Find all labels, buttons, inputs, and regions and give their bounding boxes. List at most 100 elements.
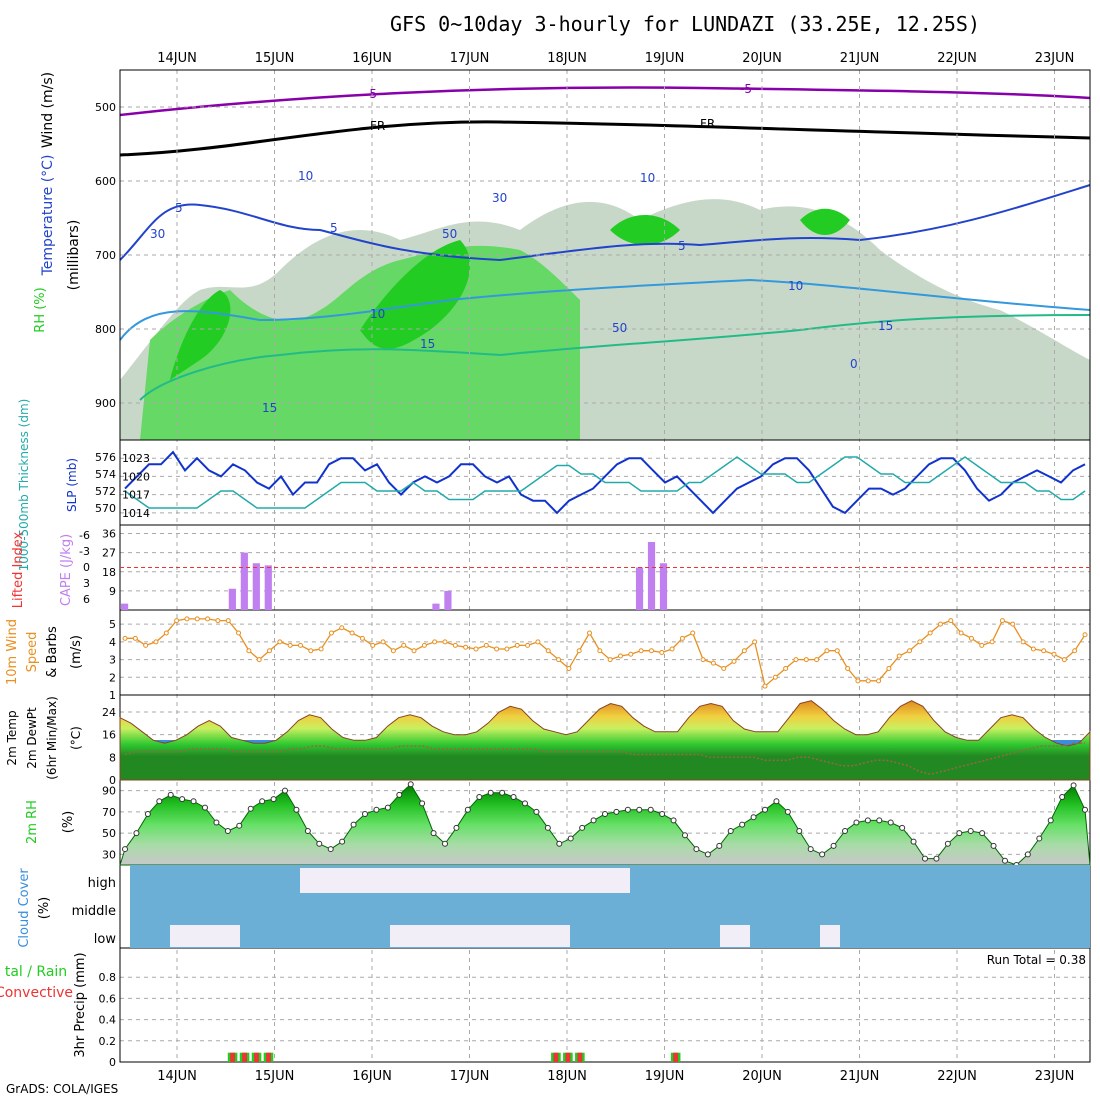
cape-bar (264, 565, 272, 610)
rh-tick: 70 (102, 806, 116, 819)
rh-point (1047, 817, 1054, 824)
date-label-top: 22JUN (937, 51, 977, 66)
wind-speed-point (917, 639, 923, 645)
rh-point (213, 819, 220, 826)
contour-label: 10 (640, 171, 655, 185)
precip-convective-bar (553, 1052, 559, 1062)
temp-ylabel-a: 2m Temp (5, 710, 19, 765)
wind-speed-point (865, 678, 871, 684)
date-label-top: 23JUN (1035, 51, 1075, 66)
chart-marks (119, 450, 1091, 1062)
wind-speed-point (1030, 646, 1036, 652)
wind-speed-point (607, 657, 613, 663)
wind-speed-point (886, 665, 892, 671)
cloud-level-label: low (94, 932, 117, 947)
date-label-bottom: 16JUN (352, 1069, 392, 1084)
wind-speed-point (803, 657, 809, 663)
wind-speed-point (236, 630, 242, 636)
wind-speed-point (721, 665, 727, 671)
precip-ylabel-b: Convective (0, 985, 73, 1001)
wind-speed-point (979, 642, 985, 648)
wind-speed-point (143, 642, 149, 648)
wind-speed-point (215, 618, 221, 624)
rh-point (864, 817, 871, 824)
cloud-shade (390, 925, 570, 947)
li-tick: 3 (83, 577, 90, 590)
precip-tick: 0 (109, 1056, 116, 1069)
temp-ylabel-b: 2m DewPt (25, 707, 39, 769)
wind-speed-point (907, 648, 913, 654)
rh-point (1036, 835, 1043, 842)
wind-tick: 1 (109, 689, 116, 702)
wind-speed-point (122, 635, 128, 641)
rh-point (1002, 857, 1008, 864)
contour-label: 15 (262, 401, 277, 415)
contour-label: 5 (175, 201, 183, 215)
rh-point (304, 828, 311, 834)
cape-bar (432, 603, 440, 610)
pressure-tick: 500 (95, 101, 116, 114)
precip-convective-bar (577, 1052, 583, 1062)
rh-point (773, 798, 780, 805)
thickness-tick: 570 (95, 502, 116, 515)
li-tick: -3 (79, 545, 90, 558)
dewpoint-line (124, 742, 1085, 776)
wind-tick: 2 (109, 671, 116, 684)
rh-point (464, 806, 471, 813)
slp-tick: 1014 (122, 507, 150, 520)
rh-point (476, 794, 483, 800)
wind-speed-point (545, 648, 551, 654)
wind-speed-point (731, 658, 737, 664)
wind-speed-point (710, 660, 716, 666)
precip-convective-bar (565, 1052, 571, 1062)
wind-speed-point (411, 648, 417, 654)
date-label-top: 18JUN (547, 51, 587, 66)
wind-speed-point (690, 630, 696, 636)
date-label-top: 21JUN (840, 51, 880, 66)
contour-label: 15 (420, 337, 435, 351)
contour-label: FR (700, 117, 715, 131)
wind-speed-point (421, 642, 427, 648)
cape-bar (659, 563, 668, 610)
slp-ylabel-left: 1000-500mb Thickness (dm) (17, 399, 31, 572)
wind-speed-point (669, 646, 675, 652)
wind-speed-point (194, 616, 200, 622)
rh-point (819, 851, 826, 858)
rh-point (1070, 782, 1077, 789)
wind-speed-point (225, 618, 231, 624)
wind-speed-point (390, 648, 396, 654)
rh-point (556, 840, 563, 847)
wind-speed-point (494, 646, 500, 652)
wind-ylabel-c: & Barbs (45, 626, 60, 678)
slp-tick: 1017 (122, 489, 150, 502)
rh-point (282, 787, 288, 794)
wind-speed-point (297, 642, 303, 648)
wind-speed-point (463, 644, 469, 650)
rh-tick: 30 (102, 848, 116, 861)
rh-point (179, 796, 186, 803)
rh-point (784, 808, 791, 815)
wind-speed-point (339, 625, 345, 631)
wind-speed-point (1020, 639, 1026, 645)
rh-point (350, 821, 357, 828)
precip-ylabel-a: tal / Rain (5, 964, 67, 980)
date-label-bottom: 23JUN (1035, 1069, 1075, 1084)
wind-speed-point (328, 630, 334, 636)
rh-point (167, 791, 174, 798)
wind-speed-point (679, 635, 685, 641)
temp-tick: 0 (109, 774, 116, 787)
wind-speed-point (473, 646, 479, 652)
date-label-top: 19JUN (645, 51, 685, 66)
precip-convective-bar (266, 1052, 271, 1062)
rh-point (990, 842, 997, 849)
wind-speed-point (308, 648, 314, 654)
cape-tick: 36 (102, 528, 116, 541)
temp-ylabel-c: (6hr Min/Max) (45, 696, 59, 780)
temp-tick: 24 (102, 706, 116, 719)
rh-point (533, 808, 540, 815)
rh-point (407, 781, 414, 788)
precip-convective-bar (254, 1052, 259, 1062)
wind-speed-point (556, 657, 562, 663)
